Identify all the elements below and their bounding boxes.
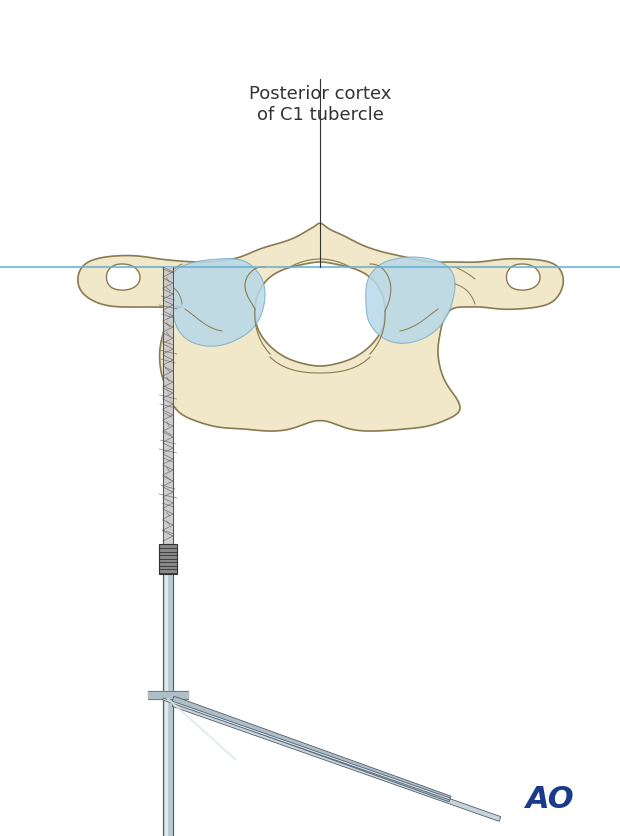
PathPatch shape	[78, 224, 564, 431]
PathPatch shape	[162, 698, 450, 800]
PathPatch shape	[107, 265, 140, 291]
PathPatch shape	[170, 259, 265, 347]
PathPatch shape	[172, 701, 501, 822]
PathPatch shape	[172, 696, 451, 802]
PathPatch shape	[255, 263, 385, 366]
Text: AO: AO	[526, 784, 574, 813]
PathPatch shape	[366, 257, 455, 344]
Text: Posterior cortex
of C1 tubercle: Posterior cortex of C1 tubercle	[249, 85, 391, 124]
PathPatch shape	[159, 544, 177, 574]
PathPatch shape	[507, 265, 540, 291]
